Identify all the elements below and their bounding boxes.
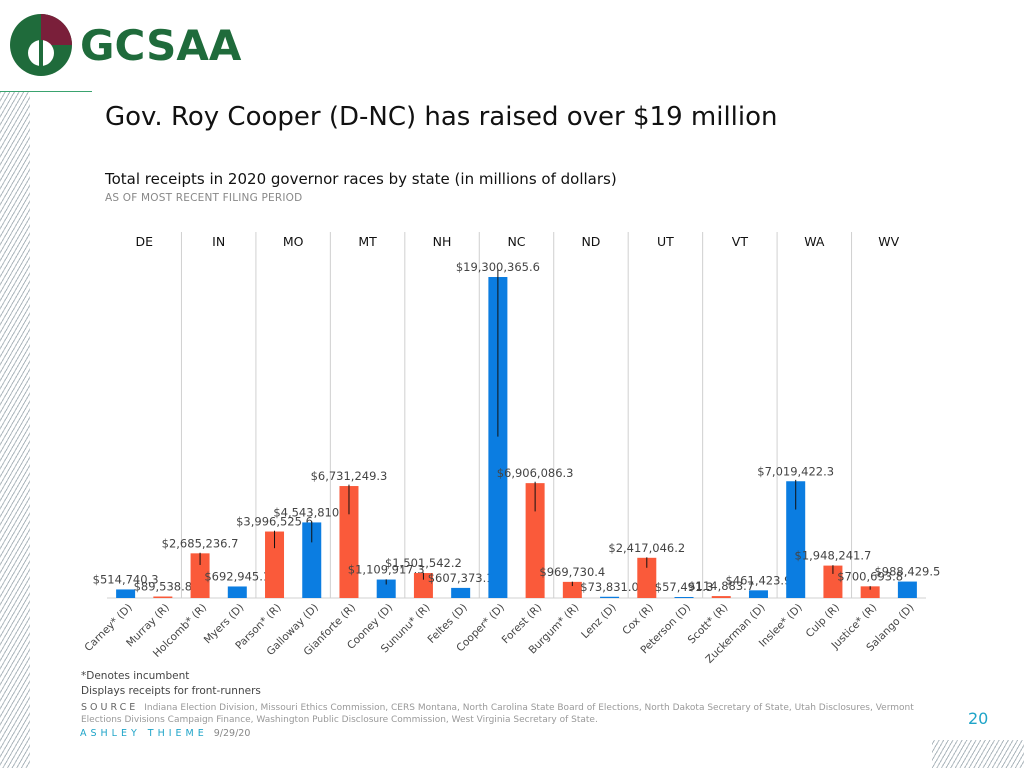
bar — [339, 486, 359, 598]
data-label: $692,945.1 — [204, 569, 270, 583]
data-label: $461,423.9 — [726, 573, 792, 587]
decorative-hatch-left — [0, 92, 30, 768]
state-label: IN — [212, 234, 225, 249]
category-tick-label: Culp (R) — [804, 602, 842, 640]
source-citation: SOURCE Indiana Election Division, Missour… — [81, 702, 921, 726]
state-label: NH — [433, 234, 452, 249]
bar — [860, 586, 880, 598]
bar — [525, 483, 545, 598]
source-label: SOURCE — [81, 702, 139, 713]
gcsaa-logo: GCSAA — [10, 14, 242, 76]
report-date: 9/29/20 — [213, 728, 251, 739]
category-tick-label: Carney* (D) — [82, 602, 134, 654]
data-label: $19,300,365.6 — [456, 260, 540, 274]
decorative-hatch-bottom-right — [932, 740, 1024, 768]
bar — [116, 589, 136, 598]
incumbent-note: *Denotes incumbent — [81, 670, 190, 682]
bar — [562, 581, 582, 598]
data-label: $57,491.3 — [655, 580, 714, 594]
as-of-note: AS OF MOST RECENT FILING PERIOD — [105, 192, 303, 204]
category-tick-label: Lenz (D) — [579, 602, 619, 642]
bar — [600, 596, 620, 598]
state-label: WV — [878, 234, 899, 249]
bar — [823, 565, 843, 598]
data-label: $114,883.7 — [688, 579, 754, 593]
bar — [711, 596, 731, 598]
data-label: $6,731,249.3 — [311, 469, 388, 483]
data-label: $1,501,542.2 — [385, 556, 462, 570]
data-label: $3,996,525.6 — [236, 515, 313, 529]
data-label: $73,831.0 — [580, 580, 639, 594]
author-line: ASHLEY THIEME 9/29/20 — [80, 728, 250, 739]
bar — [265, 531, 285, 598]
state-label: MO — [283, 234, 304, 249]
bar — [302, 522, 322, 598]
logo-wordmark: GCSAA — [80, 21, 242, 70]
state-label: MT — [358, 234, 377, 249]
bar — [376, 579, 396, 598]
state-label: WA — [804, 234, 825, 249]
data-label: $607,373.1 — [428, 571, 494, 585]
bar — [637, 557, 657, 598]
page-title: Gov. Roy Cooper (D-NC) has raised over $… — [105, 102, 778, 132]
author-name: ASHLEY THIEME — [80, 728, 208, 739]
data-label: $2,417,046.2 — [608, 541, 685, 555]
chart-subtitle: Total receipts in 2020 governor races by… — [105, 170, 617, 188]
data-label: $89,538.8 — [134, 580, 193, 594]
state-label: ND — [581, 234, 600, 249]
data-label: $514,740.3 — [93, 572, 159, 586]
data-label: $1,948,241.7 — [795, 549, 872, 563]
state-label: DE — [135, 234, 153, 249]
frontrunner-note: Displays receipts for front-runners — [81, 685, 261, 697]
data-label: $7,019,422.3 — [757, 464, 834, 478]
data-label: $4,543,810.2 — [273, 505, 350, 519]
source-text: Indiana Election Division, Missouri Ethi… — [81, 703, 914, 725]
category-tick-label: Cox (R) — [620, 602, 656, 638]
bar — [897, 581, 917, 598]
bar — [153, 596, 173, 598]
bar — [748, 590, 768, 598]
state-label: NC — [507, 234, 525, 249]
data-label: $1,109,917.3 — [348, 563, 425, 577]
data-label: $969,730.4 — [539, 565, 605, 579]
bar — [488, 277, 508, 598]
state-label: UT — [657, 234, 674, 249]
page-number: 20 — [968, 709, 989, 728]
logo-rule — [0, 91, 92, 92]
bar — [190, 553, 210, 598]
bar — [674, 597, 694, 598]
bar — [227, 586, 247, 598]
data-label: $2,685,236.7 — [162, 536, 239, 550]
data-label: $700,693.8 — [837, 569, 903, 583]
bar — [451, 587, 471, 598]
bar — [786, 481, 806, 598]
state-label: VT — [732, 234, 749, 249]
data-label: $988,429.5 — [874, 565, 940, 579]
bar — [413, 573, 433, 598]
data-label: $6,906,086.3 — [497, 466, 574, 480]
